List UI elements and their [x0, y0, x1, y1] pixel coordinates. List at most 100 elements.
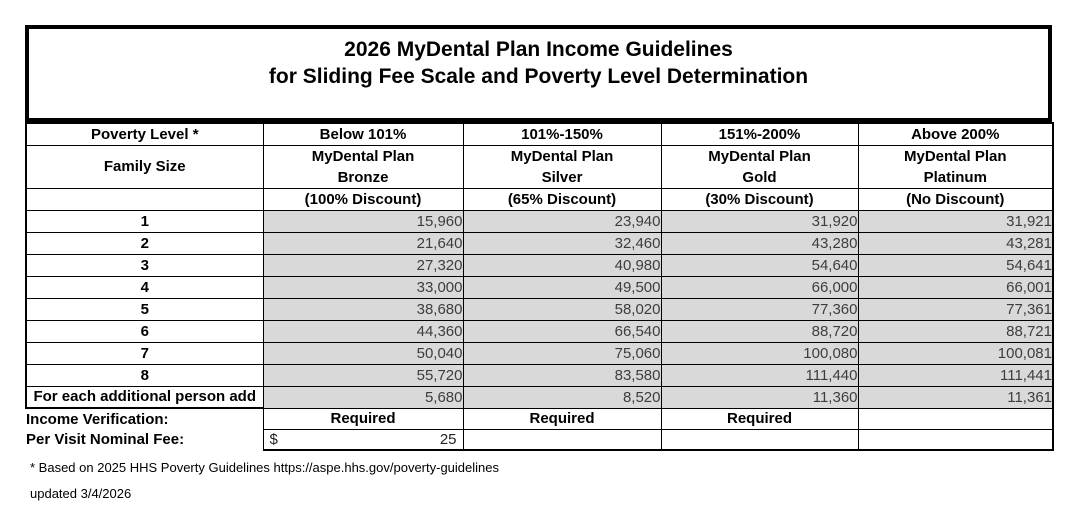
family-size-row: 5 38,680 58,020 77,360 77,361: [25, 297, 1054, 321]
footnotes: * Based on 2025 HHS Poverty Guidelines h…: [30, 455, 499, 507]
family-size-row: For each additional person add 5,680 8,520…: [25, 385, 1054, 409]
income-verification-row: Income Verification: Required Required Req…: [26, 407, 1054, 430]
header-discount-row: (100% Discount) (65% Discount) (30% Discou…: [25, 187, 1054, 211]
family-size-value: 1: [25, 209, 264, 233]
range-header: 101%-150%: [462, 122, 662, 146]
plan-header: MyDental Plan Platinum: [857, 144, 1054, 189]
income-value: 11,360: [660, 385, 859, 409]
plan-header: MyDental Plan Silver: [462, 144, 662, 189]
income-value: 111,441: [857, 363, 1054, 387]
income-value: 31,920: [660, 209, 859, 233]
income-value: 21,640: [262, 231, 464, 255]
plan-name-line2: Gold: [742, 168, 777, 186]
income-value: 11,361: [857, 385, 1054, 409]
poverty-level-header: Poverty Level *: [25, 122, 264, 146]
income-value: 88,720: [660, 319, 859, 343]
family-size-value: 5: [25, 297, 264, 321]
plan-name-line1: MyDental Plan: [510, 147, 614, 165]
plan-header: MyDental Plan Gold: [660, 144, 859, 189]
income-guidelines-table: Poverty Level * Below 101% 101%-150% 151%-…: [25, 122, 1054, 451]
per-visit-row: Per Visit Nominal Fee: $ 25: [26, 428, 1054, 451]
family-size-row: 4 33,000 49,500 66,000 66,001: [25, 275, 1054, 299]
income-value: 33,000: [262, 275, 464, 299]
income-value: 66,001: [857, 275, 1054, 299]
family-size-value: For each additional person add: [25, 385, 264, 409]
income-value: 32,460: [462, 231, 662, 255]
plan-name-line2: Silver: [541, 168, 583, 186]
plan-name-line1: MyDental Plan: [708, 147, 811, 165]
income-value: 88,721: [857, 319, 1054, 343]
income-value: 43,280: [660, 231, 859, 255]
income-value: 75,060: [462, 341, 662, 365]
income-verification-value: Required: [660, 407, 859, 430]
plan-name-line1: MyDental Plan: [311, 147, 415, 165]
plan-name-line2: Bronze: [337, 168, 389, 186]
discount-header: (30% Discount): [660, 187, 859, 211]
discount-header: (100% Discount): [262, 187, 464, 211]
family-size-row: 1 15,960 23,940 31,920 31,921: [25, 209, 1054, 233]
income-value: 77,360: [660, 297, 859, 321]
income-value: 100,080: [660, 341, 859, 365]
title-line-2: for Sliding Fee Scale and Poverty Level …: [268, 65, 809, 88]
family-size-row: 7 50,040 75,060 100,080 100,081: [25, 341, 1054, 365]
empty-fee-cell: [660, 428, 859, 451]
family-size-row: 2 21,640 32,460 43,280 43,281: [25, 231, 1054, 255]
income-value: 83,580: [462, 363, 662, 387]
empty-fee-cell: [857, 428, 1054, 451]
family-size-value: 3: [25, 253, 264, 277]
income-value: 111,440: [660, 363, 859, 387]
per-visit-fee-label: Per Visit Nominal Fee:: [26, 429, 263, 450]
footnote-updated: updated 3/4/2026: [30, 486, 132, 501]
family-size-header: Family Size: [25, 144, 264, 189]
plan-name-line2: Platinum: [923, 168, 987, 186]
income-verification-value: Required: [462, 407, 662, 430]
footnote-source: * Based on 2025 HHS Poverty Guidelines h…: [30, 460, 499, 475]
income-value: 66,540: [462, 319, 662, 343]
income-verification-value: Required: [262, 407, 464, 430]
income-value: 8,520: [462, 385, 662, 409]
family-size-row: 6 44,360 66,540 88,720 88,721: [25, 319, 1054, 343]
plan-name-line1: MyDental Plan: [903, 147, 1007, 165]
range-header: 151%-200%: [660, 122, 859, 146]
family-size-value: 6: [25, 319, 264, 343]
family-size-row: 3 27,320 40,980 54,640 54,641: [25, 253, 1054, 277]
family-size-value: 7: [25, 341, 264, 365]
income-value: 44,360: [262, 319, 464, 343]
income-value: 58,020: [462, 297, 662, 321]
income-value: 15,960: [262, 209, 464, 233]
nominal-fee-cell: $ 25: [262, 428, 464, 451]
family-size-value: 2: [25, 231, 264, 255]
income-value: 54,640: [660, 253, 859, 277]
range-header: Below 101%: [262, 122, 464, 146]
empty-header-cell: [25, 187, 264, 211]
range-header: Above 200%: [857, 122, 1054, 146]
table-body: Poverty Level * Below 101% 101%-150% 151%-…: [25, 122, 1054, 451]
family-size-value: 4: [25, 275, 264, 299]
income-value: 49,500: [462, 275, 662, 299]
income-value: 40,980: [462, 253, 662, 277]
plan-header: MyDental Plan Bronze: [262, 144, 464, 189]
income-verification-value: [857, 407, 1054, 430]
income-value: 77,361: [857, 297, 1054, 321]
empty-fee-cell: [462, 428, 662, 451]
income-value: 27,320: [262, 253, 464, 277]
income-value: 66,000: [660, 275, 859, 299]
income-value: 54,641: [857, 253, 1054, 277]
income-value: 55,720: [262, 363, 464, 387]
currency-symbol: $: [269, 430, 278, 448]
income-value: 100,081: [857, 341, 1054, 365]
income-verification-label: Income Verification:: [26, 408, 263, 429]
discount-header: (65% Discount): [462, 187, 662, 211]
family-size-row: 8 55,720 83,580 111,440 111,441: [25, 363, 1054, 387]
family-size-value: 8: [25, 363, 264, 387]
income-value: 38,680: [262, 297, 464, 321]
fee-amount: 25: [439, 430, 457, 448]
income-value: 50,040: [262, 341, 464, 365]
header-range-row: Poverty Level * Below 101% 101%-150% 151%-…: [25, 122, 1054, 146]
income-value: 5,680: [262, 385, 464, 409]
income-value: 23,940: [462, 209, 662, 233]
income-value: 43,281: [857, 231, 1054, 255]
header-plan-row: Family Size MyDental Plan Bronze MyDental …: [25, 144, 1054, 189]
title-box: 2026 MyDental Plan Income Guidelines for…: [25, 25, 1052, 122]
